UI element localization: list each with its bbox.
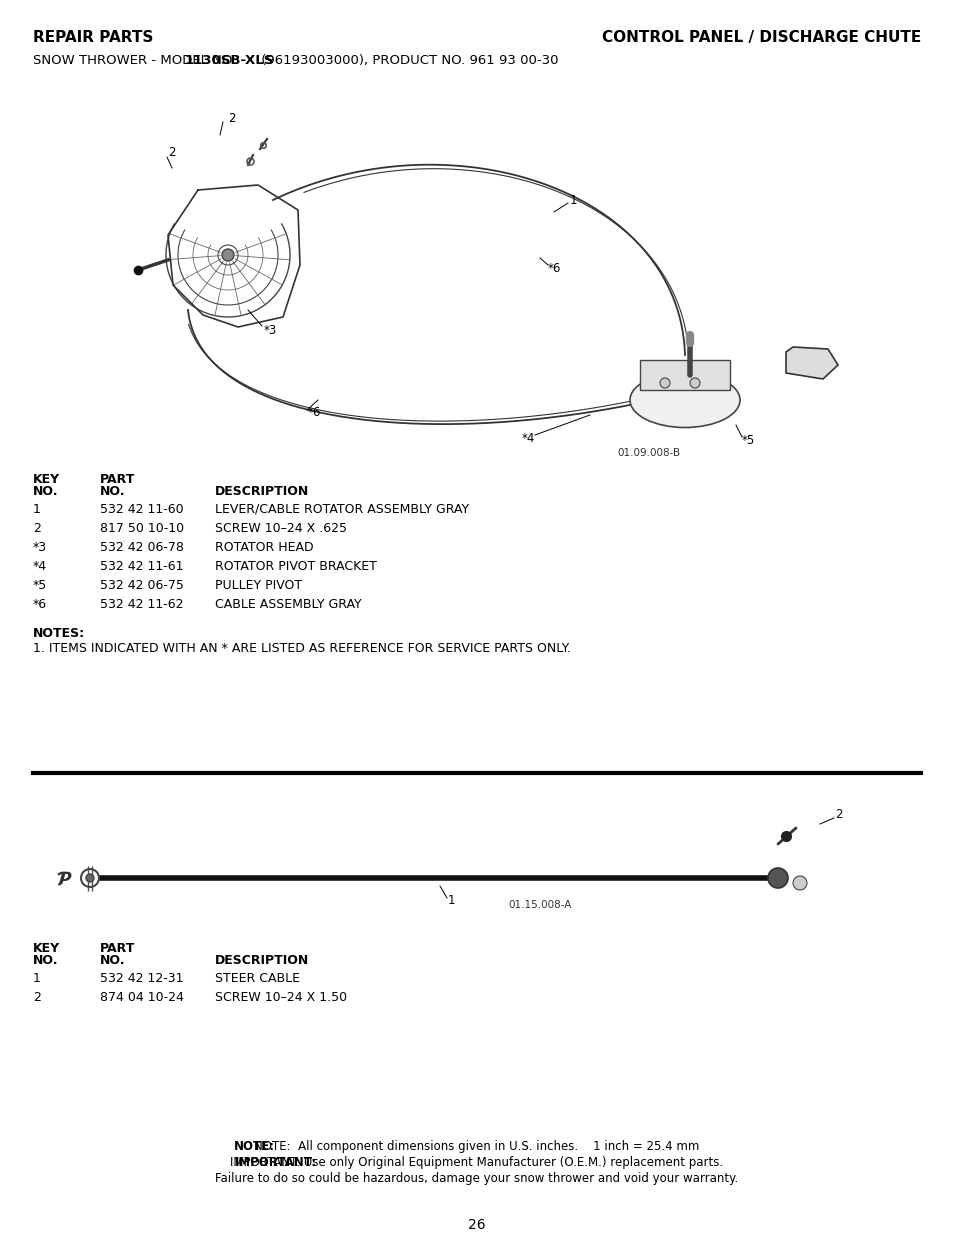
FancyBboxPatch shape: [639, 359, 729, 390]
Ellipse shape: [629, 373, 740, 427]
Text: SCREW 10–24 X 1.50: SCREW 10–24 X 1.50: [214, 990, 347, 1004]
Text: 2: 2: [834, 809, 841, 821]
Polygon shape: [785, 347, 837, 379]
Text: 1: 1: [33, 503, 41, 516]
Circle shape: [689, 378, 700, 388]
Text: 532 42 11-61: 532 42 11-61: [100, 559, 183, 573]
Circle shape: [767, 868, 787, 888]
Text: DESCRIPTION: DESCRIPTION: [214, 485, 309, 498]
Text: 532 42 11-60: 532 42 11-60: [100, 503, 183, 516]
Text: CONTROL PANEL / DISCHARGE CHUTE: CONTROL PANEL / DISCHARGE CHUTE: [601, 30, 920, 44]
Circle shape: [659, 378, 669, 388]
Text: SCREW 10–24 X .625: SCREW 10–24 X .625: [214, 522, 347, 535]
Text: STEER CABLE: STEER CABLE: [214, 972, 299, 986]
Text: 2: 2: [33, 522, 41, 535]
Text: *5: *5: [741, 433, 755, 447]
Text: 1130SB-XLS: 1130SB-XLS: [185, 54, 274, 67]
Text: *3: *3: [33, 541, 47, 555]
Text: NO.: NO.: [33, 485, 58, 498]
Text: 532 42 06-78: 532 42 06-78: [100, 541, 184, 555]
Text: IMPORTANT: Use only Original Equipment Manufacturer (O.E.M.) replacement parts.: IMPORTANT: Use only Original Equipment M…: [231, 1156, 722, 1170]
Text: PART: PART: [100, 473, 135, 487]
Text: 1: 1: [33, 972, 41, 986]
Text: 1: 1: [569, 194, 577, 206]
Text: (96193003000), PRODUCT NO. 961 93 00-30: (96193003000), PRODUCT NO. 961 93 00-30: [256, 54, 558, 67]
Text: KEY: KEY: [33, 473, 60, 487]
Text: PART: PART: [100, 942, 135, 955]
Text: NOTE:: NOTE:: [233, 1140, 274, 1153]
Text: NO.: NO.: [100, 953, 126, 967]
Text: *4: *4: [33, 559, 47, 573]
Text: 01.09.008-B: 01.09.008-B: [617, 448, 679, 458]
Text: 817 50 10-10: 817 50 10-10: [100, 522, 184, 535]
Text: 2: 2: [168, 146, 175, 158]
Text: NOTES:: NOTES:: [33, 627, 85, 640]
Text: *5: *5: [33, 579, 48, 592]
Text: 532 42 11-62: 532 42 11-62: [100, 598, 183, 611]
Text: 532 42 06-75: 532 42 06-75: [100, 579, 184, 592]
Text: REPAIR PARTS: REPAIR PARTS: [33, 30, 153, 44]
Text: *6: *6: [547, 262, 560, 274]
Text: SNOW THROWER - MODEL NO.: SNOW THROWER - MODEL NO.: [33, 54, 240, 67]
Text: 26: 26: [468, 1218, 485, 1233]
Text: Failure to do so could be hazardous, damage your snow thrower and void your warr: Failure to do so could be hazardous, dam…: [215, 1172, 738, 1186]
Text: KEY: KEY: [33, 942, 60, 955]
Circle shape: [792, 876, 806, 890]
Text: 1. ITEMS INDICATED WITH AN * ARE LISTED AS REFERENCE FOR SERVICE PARTS ONLY.: 1. ITEMS INDICATED WITH AN * ARE LISTED …: [33, 642, 570, 655]
Text: *3: *3: [264, 324, 277, 336]
Text: DESCRIPTION: DESCRIPTION: [214, 953, 309, 967]
Text: CABLE ASSEMBLY GRAY: CABLE ASSEMBLY GRAY: [214, 598, 361, 611]
Text: ROTATOR PIVOT BRACKET: ROTATOR PIVOT BRACKET: [214, 559, 376, 573]
Text: ROTATOR HEAD: ROTATOR HEAD: [214, 541, 314, 555]
Text: NO.: NO.: [100, 485, 126, 498]
Circle shape: [86, 874, 94, 882]
Text: 2: 2: [33, 990, 41, 1004]
Text: 01.15.008-A: 01.15.008-A: [507, 900, 571, 910]
Text: 532 42 12-31: 532 42 12-31: [100, 972, 183, 986]
Text: IMPORTANT:: IMPORTANT:: [234, 1156, 316, 1170]
Text: *6: *6: [33, 598, 47, 611]
Text: 1: 1: [448, 893, 455, 906]
Text: *4: *4: [521, 431, 535, 445]
Text: NOTE:  All component dimensions given in U.S. inches.    1 inch = 25.4 mm: NOTE: All component dimensions given in …: [254, 1140, 699, 1153]
Text: 2: 2: [228, 111, 235, 125]
Text: PULLEY PIVOT: PULLEY PIVOT: [214, 579, 302, 592]
Text: *6: *6: [308, 406, 321, 420]
Text: LEVER/CABLE ROTATOR ASSEMBLY GRAY: LEVER/CABLE ROTATOR ASSEMBLY GRAY: [214, 503, 469, 516]
Text: NO.: NO.: [33, 953, 58, 967]
Text: 874 04 10-24: 874 04 10-24: [100, 990, 184, 1004]
Circle shape: [222, 249, 233, 261]
